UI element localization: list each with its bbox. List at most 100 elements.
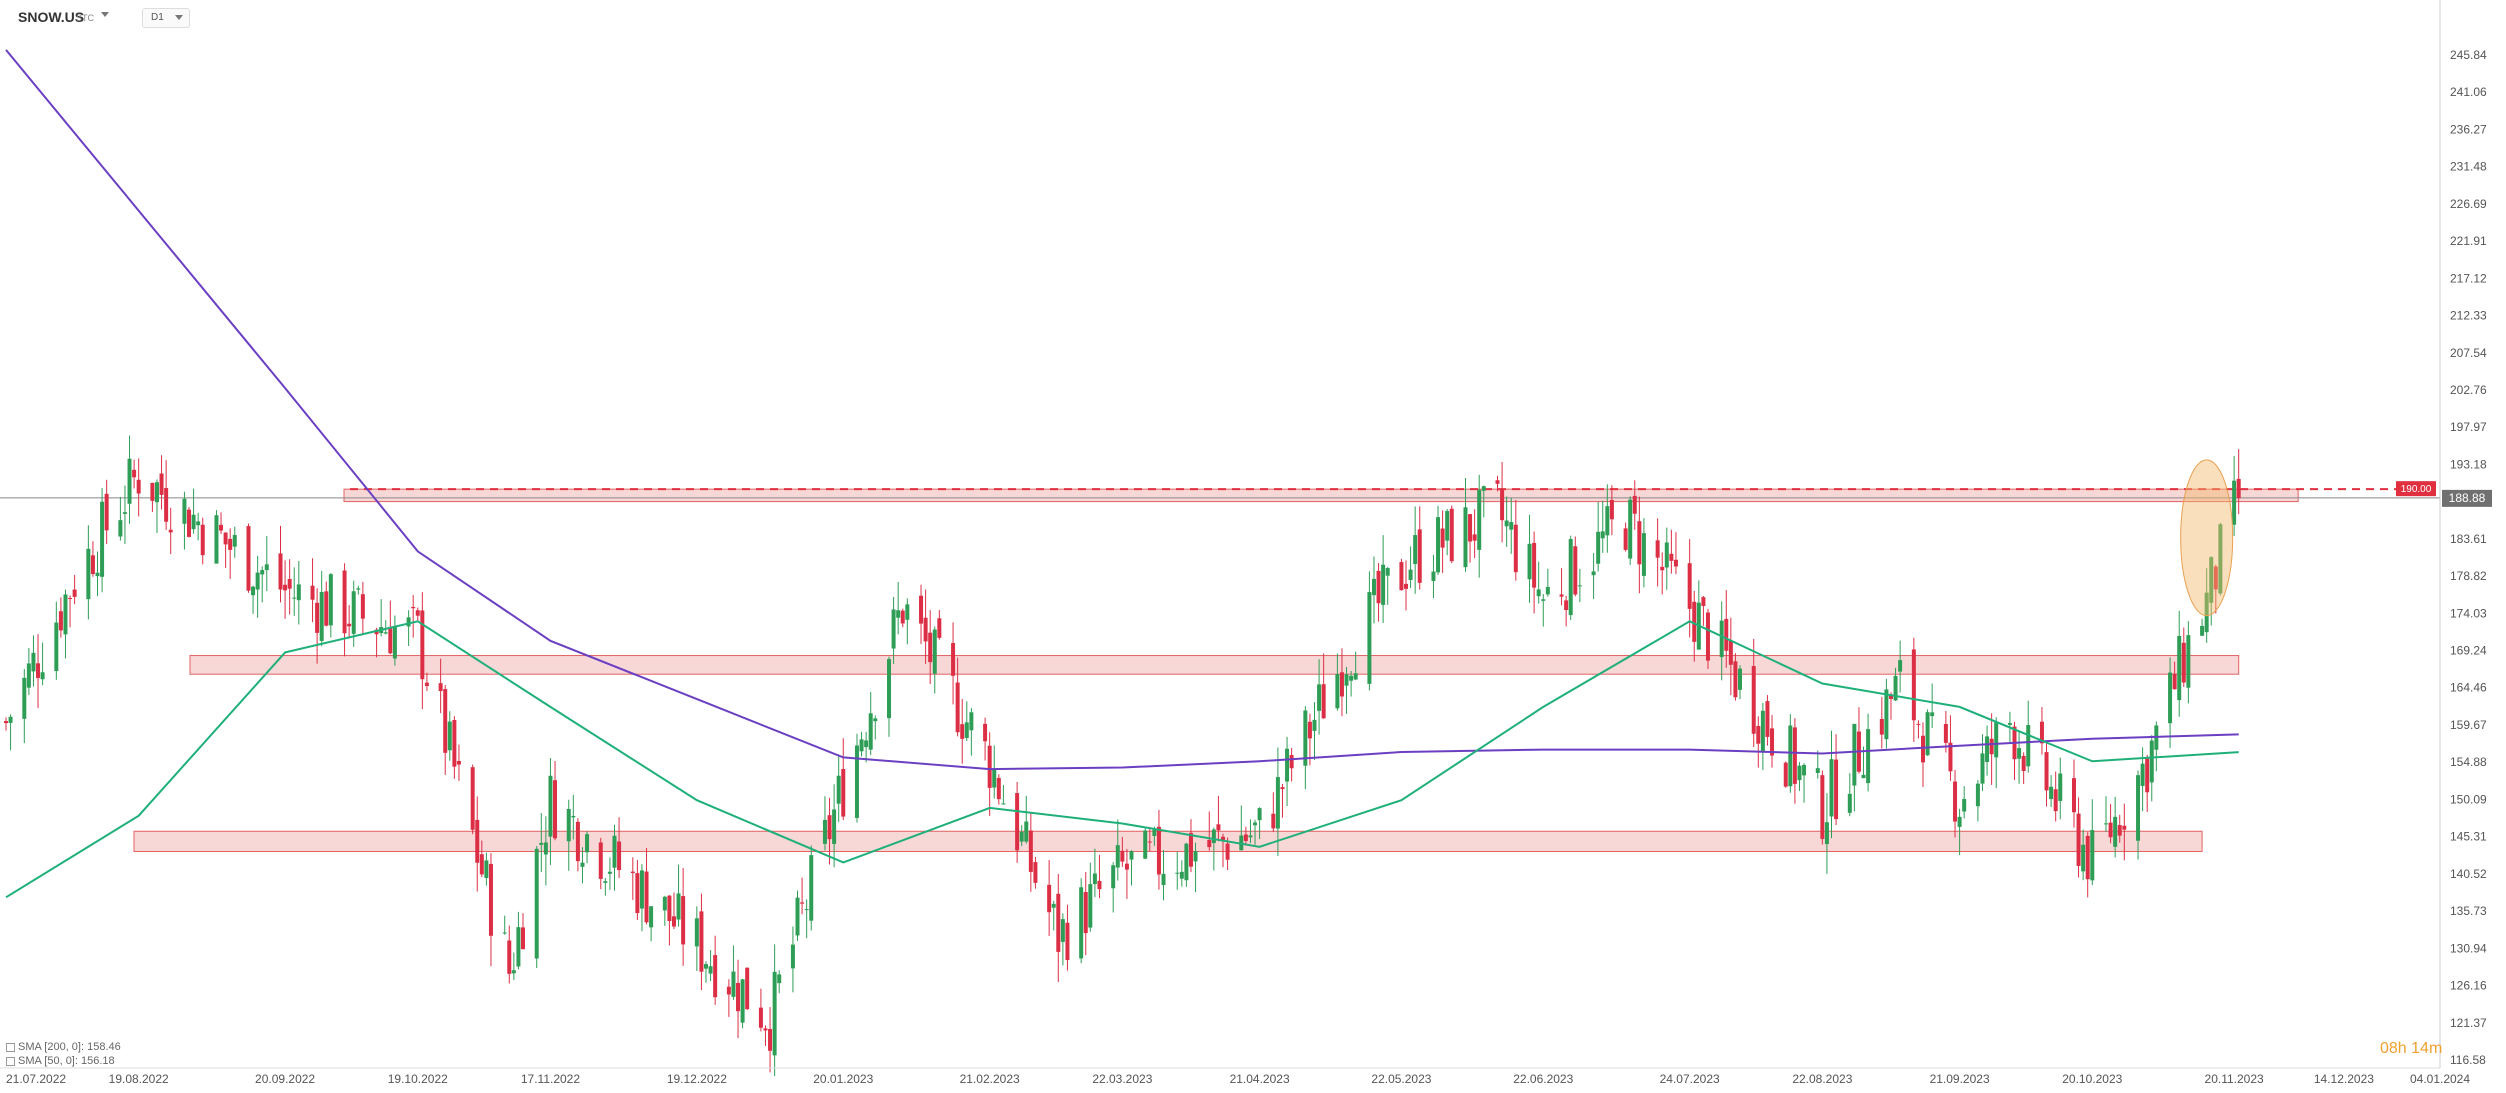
sma200-line [5, 49, 2239, 771]
candle [603, 881, 608, 883]
candle [1065, 922, 1070, 961]
candle [1660, 566, 1665, 571]
candle [219, 524, 224, 531]
candle [1577, 585, 1582, 587]
candle [617, 841, 622, 871]
candle [896, 610, 901, 618]
x-tick-label: 21.07.2022 [6, 1072, 66, 1086]
candle [187, 509, 192, 537]
candle [4, 720, 8, 724]
candle [1669, 553, 1674, 561]
candle [2122, 825, 2127, 830]
candle [992, 769, 997, 788]
candle [2026, 725, 2031, 767]
candle [411, 606, 416, 609]
candle [2209, 557, 2214, 603]
candle [296, 584, 301, 601]
candle [1545, 587, 1550, 595]
candle [2149, 740, 2154, 783]
candle [1943, 723, 1948, 743]
candle [1500, 489, 1505, 521]
candle [1985, 736, 1990, 762]
candle [1463, 507, 1468, 568]
candle [420, 610, 425, 680]
candle [255, 572, 260, 590]
candle [795, 897, 800, 936]
y-tick-label: 159.67 [2450, 718, 2487, 732]
candle [809, 855, 814, 921]
candle [132, 469, 137, 478]
candle [2076, 813, 2081, 866]
candle [1888, 694, 1893, 699]
symbol-dropdown-icon[interactable] [101, 12, 109, 17]
timeframe-select[interactable]: D1 [142, 8, 190, 28]
candle [548, 775, 553, 837]
candle [1280, 787, 1285, 790]
candle [1056, 893, 1061, 952]
candle [598, 842, 603, 879]
legend-sma50[interactable]: SMA [50, 0]: 156.18 [6, 1055, 115, 1067]
candle [859, 739, 864, 752]
candle [315, 602, 320, 633]
candle [2136, 775, 2141, 841]
candle [1641, 533, 1646, 576]
candle [1692, 601, 1697, 642]
candle [292, 597, 297, 599]
candle [1861, 774, 1866, 779]
candle [704, 964, 709, 969]
candle [1893, 675, 1898, 701]
candle [900, 610, 905, 624]
candle [960, 724, 965, 739]
candle [1115, 845, 1120, 868]
y-tick-label: 231.48 [2450, 160, 2487, 174]
candle [164, 488, 169, 522]
candle [1436, 517, 1441, 573]
reference-lines [0, 488, 2440, 499]
y-tick-label: 193.18 [2450, 457, 2487, 471]
candle [1019, 831, 1024, 842]
candle [1541, 599, 1546, 601]
candle [1536, 589, 1541, 597]
candle [662, 896, 667, 911]
candle [1733, 661, 1738, 698]
candle [745, 967, 750, 1010]
candle [1001, 803, 1006, 805]
candle [182, 498, 187, 524]
x-tick-label: 22.05.2023 [1371, 1072, 1431, 1086]
x-tick-label: 20.01.2023 [813, 1072, 873, 1086]
candle [2236, 478, 2241, 499]
candle [1930, 712, 1935, 717]
legend-sma200[interactable]: SMA [200, 0]: 158.46 [6, 1041, 121, 1053]
y-tick-label: 135.73 [2450, 904, 2487, 918]
candle [452, 720, 457, 767]
candle [841, 769, 846, 817]
x-tick-label: 21.04.2023 [1230, 1072, 1290, 1086]
y-tick-label: 178.82 [2450, 569, 2487, 583]
indicator-settings-icon [6, 1042, 15, 1052]
x-tick-label: 14.12.2023 [2314, 1072, 2374, 1086]
candle [1527, 543, 1532, 580]
candle [1152, 829, 1157, 836]
candle [2145, 758, 2150, 793]
candle [699, 911, 704, 972]
candle [1431, 571, 1436, 581]
candle [2140, 763, 2145, 786]
candle [1371, 578, 1376, 596]
candle [1509, 522, 1514, 530]
candle [324, 591, 329, 626]
candle [159, 473, 164, 495]
candle [932, 629, 937, 674]
candle [283, 584, 288, 591]
y-tick-label: 140.52 [2450, 867, 2487, 881]
candle [1637, 521, 1642, 565]
candle [68, 597, 73, 599]
y-tick-label: 130.94 [2450, 941, 2487, 955]
candle [1143, 830, 1148, 859]
candle [8, 716, 13, 723]
candle [2053, 789, 2058, 812]
x-tick-label: 22.08.2023 [1792, 1072, 1852, 1086]
symbol-label[interactable]: SNOW.US [18, 9, 85, 25]
candle [1024, 821, 1029, 842]
